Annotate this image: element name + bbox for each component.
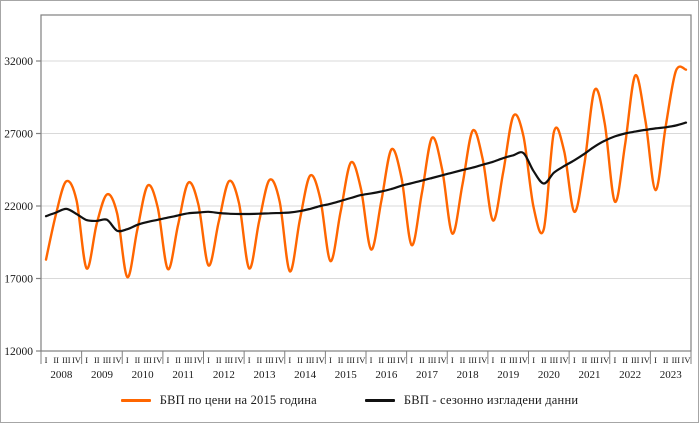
x-axis-quarter-label: IV (600, 355, 610, 365)
x-axis-quarter-label: III (631, 355, 640, 365)
legend-item-gdp-2015-prices: БВП по цени на 2015 година (120, 393, 317, 408)
x-axis-quarter-label: III (428, 355, 437, 365)
x-axis-quarter-label: II (378, 355, 384, 365)
x-axis-quarter-label: I (613, 355, 616, 365)
black-series-swatch (364, 399, 395, 402)
y-axis-label: 17000 (4, 274, 33, 286)
x-axis-year-label: 2015 (335, 369, 358, 381)
x-axis-quarter-label: IV (397, 355, 407, 365)
x-axis-year-label: 2012 (213, 369, 235, 381)
y-axis-label: 27000 (4, 129, 33, 141)
x-axis-year-label: 2008 (50, 369, 73, 381)
x-axis-quarter-label: I (532, 355, 535, 365)
x-axis-quarter-label: II (53, 355, 59, 365)
x-axis-year-label: 2016 (375, 369, 398, 381)
x-axis-quarter-label: I (329, 355, 332, 365)
x-axis-quarter-label: III (265, 355, 274, 365)
series-line-gdp-2015-prices (44, 65, 688, 279)
x-axis-year-label: 2023 (660, 369, 683, 381)
x-axis-quarter-label: I (126, 355, 129, 365)
x-axis-quarter-label: IV (153, 355, 163, 365)
x-axis-quarter-label: III (306, 355, 315, 365)
x-axis-quarter-label: III (184, 355, 193, 365)
x-axis-quarter-label: I (370, 355, 373, 365)
x-axis-quarter-label: I (451, 355, 454, 365)
x-axis-quarter-label: II (297, 355, 303, 365)
x-axis-quarter-label: II (256, 355, 262, 365)
x-axis-quarter-label: IV (519, 355, 529, 365)
x-axis-quarter-label: III (509, 355, 518, 365)
x-axis-quarter-label: II (500, 355, 506, 365)
x-axis-year-label: 2009 (91, 369, 114, 381)
x-axis-year-label: 2019 (497, 369, 520, 381)
x-axis-quarter-label: IV (641, 355, 651, 365)
x-axis-quarter-label: I (654, 355, 657, 365)
x-axis-quarter-label: III (225, 355, 234, 365)
x-axis-quarter-label: III (468, 355, 477, 365)
x-axis-quarter-label: I (492, 355, 495, 365)
x-axis-quarter-label: II (622, 355, 628, 365)
x-axis-year-label: 2020 (538, 369, 561, 381)
x-axis-quarter-label: I (85, 355, 88, 365)
x-axis-quarter-label: II (582, 355, 588, 365)
x-axis-quarter-label: I (410, 355, 413, 365)
plot-border (40, 14, 692, 352)
x-axis-quarter-label: III (387, 355, 396, 365)
x-axis-quarter-label: III (347, 355, 356, 365)
legend-item-gdp-seasonally-adjusted: БВП - сезонно изгладени данни (364, 393, 579, 408)
x-axis-year-label: 2022 (619, 369, 641, 381)
x-axis-quarter-label: II (175, 355, 181, 365)
legend-label-gdp-2015-prices: БВП по цени на 2015 година (159, 393, 317, 407)
x-axis-year-label: 2017 (416, 369, 439, 381)
x-axis-quarter-label: IV (235, 355, 245, 365)
x-axis-quarter-label: I (288, 355, 291, 365)
x-axis-quarter-label: I (573, 355, 576, 365)
x-axis-quarter-label: IV (275, 355, 285, 365)
x-axis-quarter-label: I (166, 355, 169, 365)
x-axis-quarter-label: III (672, 355, 681, 365)
x-axis-quarter-label: III (590, 355, 599, 365)
y-axis-label: 22000 (4, 201, 33, 213)
x-axis-quarter-label: I (45, 355, 48, 365)
legend-label-gdp-seasonally-adjusted: БВП - сезонно изгладени данни (403, 393, 579, 407)
series-line-gdp-seasonally-adjusted (44, 121, 688, 233)
x-axis-quarter-label: III (103, 355, 112, 365)
y-axis-label: 32000 (4, 56, 33, 68)
x-axis-quarter-label: I (207, 355, 210, 365)
x-axis-quarter-label: IV (438, 355, 448, 365)
x-axis-quarter-label: II (94, 355, 100, 365)
x-axis-quarter-label: I (248, 355, 251, 365)
x-axis-quarter-label: II (663, 355, 669, 365)
x-axis-year-label: 2018 (457, 369, 480, 381)
x-axis-year-label: 2011 (172, 369, 194, 381)
x-axis-year-label: 2021 (578, 369, 600, 381)
x-axis-quarter-label: II (541, 355, 547, 365)
x-axis-quarter-label: II (135, 355, 141, 365)
y-axis-label: 12000 (4, 346, 33, 358)
x-axis-quarter-label: IV (478, 355, 488, 365)
x-axis-year-label: 2013 (253, 369, 276, 381)
x-axis-quarter-label: II (460, 355, 466, 365)
orange-series-swatch (120, 399, 151, 402)
x-axis-year-label: 2010 (132, 369, 155, 381)
x-axis-quarter-label: IV (682, 355, 692, 365)
chart-legend: БВП по цени на 2015 година БВП - сезонно… (1, 393, 698, 408)
x-axis-quarter-label: IV (113, 355, 123, 365)
x-axis-quarter-label: II (338, 355, 344, 365)
x-axis-quarter-label: II (419, 355, 425, 365)
x-axis-quarter-label: IV (356, 355, 366, 365)
x-axis-year-label: 2014 (294, 369, 317, 381)
x-axis-quarter-label: II (216, 355, 222, 365)
x-axis-quarter-label: IV (316, 355, 326, 365)
x-axis-quarter-label: IV (194, 355, 204, 365)
x-axis-quarter-label: IV (560, 355, 570, 365)
x-axis-quarter-label: III (62, 355, 71, 365)
x-axis-quarter-label: III (143, 355, 152, 365)
x-axis-quarter-label: IV (72, 355, 82, 365)
x-axis-quarter-label: III (550, 355, 559, 365)
